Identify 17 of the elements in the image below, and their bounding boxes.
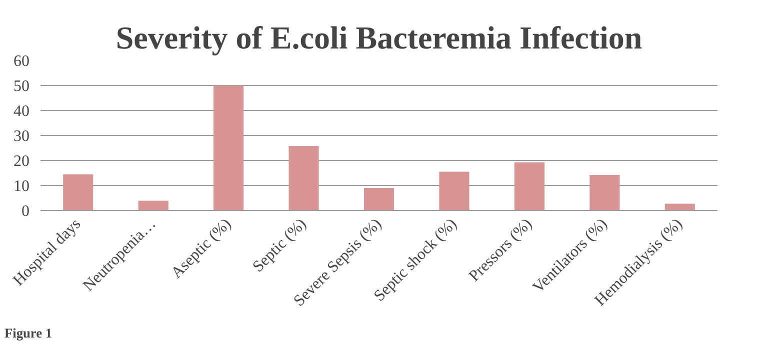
bar bbox=[439, 172, 470, 210]
chart-title: Severity of E.coli Bacteremia Infection bbox=[116, 20, 642, 56]
y-tick-label: 10 bbox=[14, 178, 30, 195]
y-tick-label: 50 bbox=[14, 78, 30, 95]
bar bbox=[138, 200, 168, 210]
y-tick-label: 40 bbox=[14, 103, 30, 120]
bar bbox=[514, 162, 544, 210]
y-tick-label: 20 bbox=[14, 153, 30, 170]
bar bbox=[590, 175, 620, 210]
y-tick-label: 60 bbox=[14, 53, 30, 70]
caption: Figure 1 bbox=[4, 326, 52, 340]
bar bbox=[364, 188, 394, 210]
bar bbox=[63, 174, 94, 210]
bar bbox=[214, 86, 244, 210]
y-tick-label: 0 bbox=[22, 203, 30, 220]
bar bbox=[288, 146, 319, 210]
y-tick-label: 30 bbox=[14, 128, 30, 145]
